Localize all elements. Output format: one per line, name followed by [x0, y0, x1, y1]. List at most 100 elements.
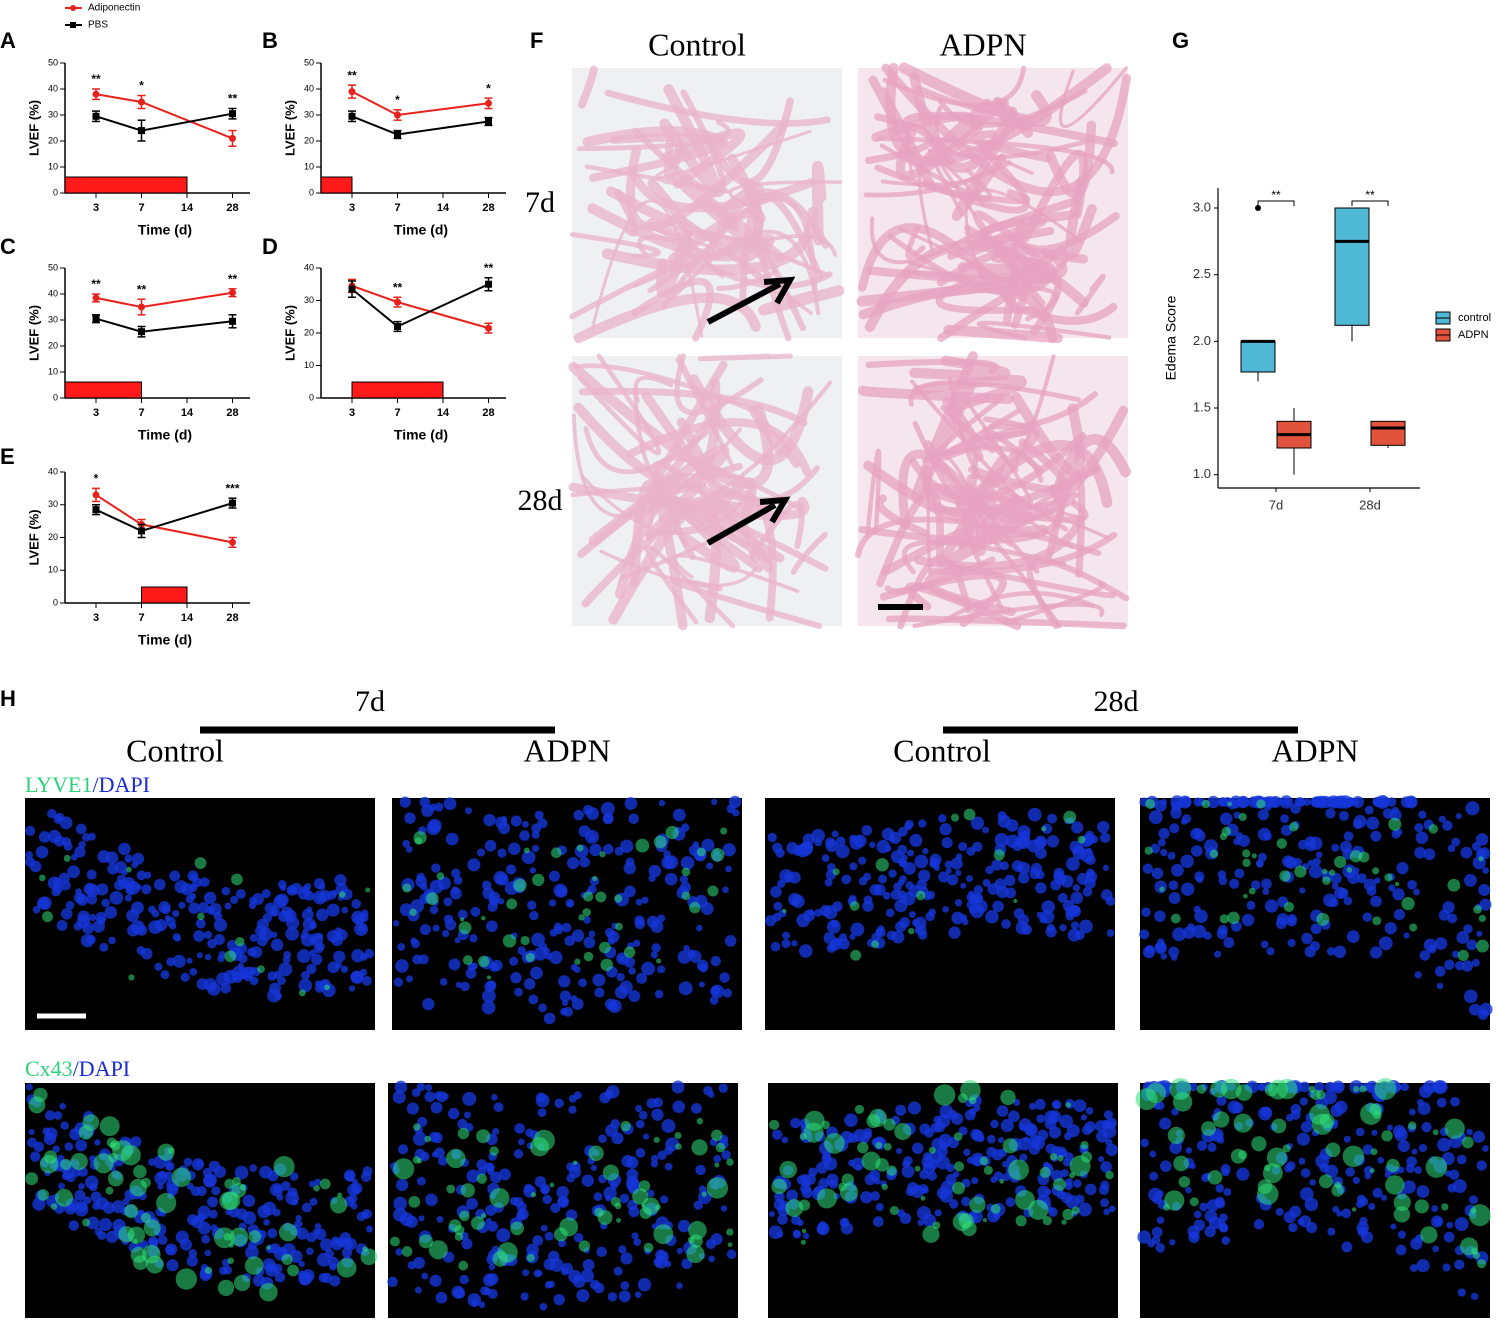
nucleus — [888, 869, 897, 878]
nucleus — [203, 1173, 217, 1187]
outlier — [1255, 205, 1261, 211]
nucleus — [1454, 1259, 1465, 1270]
nucleus — [971, 1177, 979, 1185]
y-axis-title: Edema Score — [1163, 295, 1179, 380]
nucleus — [309, 949, 316, 957]
nucleus — [316, 932, 324, 940]
nucleus — [387, 1276, 398, 1288]
nucleus — [1190, 828, 1202, 840]
nucleus — [1169, 1239, 1176, 1246]
nucleus — [1285, 1113, 1294, 1122]
nucleus — [921, 1156, 934, 1168]
nucleus — [573, 1091, 582, 1100]
nucleus — [58, 1182, 65, 1190]
marker-signal — [1394, 881, 1400, 887]
nucleus — [1035, 882, 1047, 894]
series-line — [95, 291, 233, 309]
nucleus — [933, 1115, 942, 1124]
nucleus — [598, 1134, 607, 1144]
point — [348, 112, 356, 120]
nucleus — [75, 1139, 88, 1152]
nucleus — [903, 862, 916, 875]
nucleus — [963, 1148, 971, 1157]
nucleus — [999, 861, 1009, 871]
nucleus — [464, 1111, 472, 1119]
tissue-fiber — [917, 156, 986, 253]
marker-signal — [229, 1227, 249, 1247]
nucleus — [395, 1248, 403, 1256]
point — [485, 99, 492, 107]
nucleus — [1279, 798, 1286, 806]
nucleus — [922, 848, 929, 855]
nucleus — [223, 1265, 233, 1275]
nucleus — [1410, 1237, 1423, 1250]
y-tick-label: 30 — [48, 109, 58, 119]
nucleus — [1427, 944, 1437, 954]
nucleus — [287, 887, 295, 895]
marker-signal — [726, 1158, 734, 1166]
marker-signal — [953, 1132, 963, 1141]
x-tick-label: 14 — [181, 202, 194, 214]
marker-signal — [1319, 1174, 1333, 1189]
nucleus — [52, 1145, 60, 1153]
nucleus — [1334, 887, 1347, 900]
nucleus — [491, 1094, 498, 1101]
tissue-fiber — [660, 195, 818, 310]
nucleus — [922, 1186, 929, 1194]
nucleus — [1338, 810, 1349, 821]
point — [92, 112, 100, 120]
nucleus — [1437, 1137, 1451, 1152]
nucleus — [1059, 1114, 1074, 1129]
nucleus — [204, 953, 212, 961]
nucleus — [528, 994, 539, 1005]
nucleus — [543, 1012, 556, 1025]
tissue-fiber — [631, 277, 714, 342]
marker-signal — [481, 1213, 487, 1219]
nucleus — [541, 1186, 550, 1195]
nucleus — [905, 1187, 915, 1197]
nucleus — [127, 924, 140, 937]
nucleus — [1461, 960, 1474, 972]
nucleus — [1084, 1183, 1097, 1196]
nucleus — [1260, 940, 1269, 949]
marker-signal — [1342, 1145, 1365, 1168]
nucleus — [683, 945, 690, 952]
nucleus — [929, 853, 942, 866]
nucleus — [916, 1205, 931, 1220]
nucleus — [298, 978, 313, 993]
nucleus — [532, 844, 540, 853]
nucleus — [1303, 798, 1312, 806]
nucleus — [460, 981, 470, 992]
nucleus — [1422, 1080, 1437, 1094]
marker-signal — [1243, 893, 1248, 899]
nucleus — [1377, 1156, 1385, 1164]
nucleus — [997, 1136, 1005, 1144]
marker-signal — [1015, 1215, 1027, 1227]
nucleus — [868, 1169, 881, 1181]
nucleus — [434, 1147, 445, 1159]
nucleus — [425, 1083, 433, 1092]
marker-signal — [1170, 913, 1181, 924]
nucleus — [1319, 1162, 1329, 1173]
image-background — [25, 1083, 375, 1318]
nucleus — [539, 942, 548, 951]
nucleus — [1479, 1002, 1493, 1016]
nucleus — [1070, 921, 1079, 930]
tissue-fiber — [629, 479, 688, 631]
marker-signal — [894, 1123, 912, 1141]
nucleus — [148, 905, 156, 914]
marker-signal — [281, 1253, 293, 1265]
nucleus — [1080, 1114, 1088, 1121]
point — [485, 118, 492, 125]
nucleus — [1257, 827, 1271, 841]
nucleus — [429, 1274, 442, 1287]
tissue-fiber — [674, 353, 764, 416]
nucleus — [1160, 953, 1168, 960]
nucleus — [443, 897, 453, 907]
nucleus — [811, 828, 826, 843]
nucleus — [1287, 938, 1296, 947]
nucleus — [226, 939, 237, 951]
treatment-bar — [141, 586, 188, 604]
nucleus — [970, 892, 982, 904]
y-axis-title: LVEF (%) — [282, 100, 297, 156]
